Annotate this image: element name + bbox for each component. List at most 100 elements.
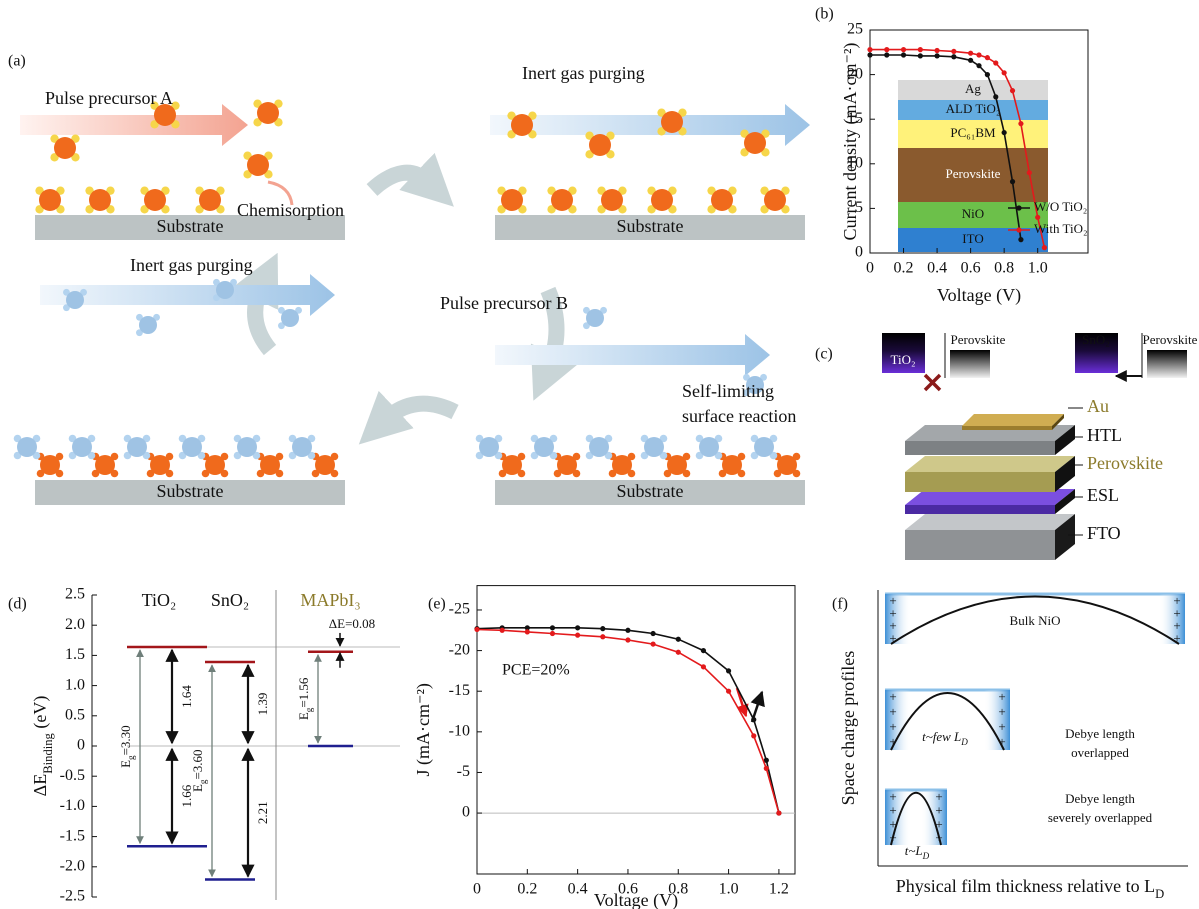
molecule bbox=[234, 435, 261, 460]
point bbox=[550, 631, 555, 636]
cycle-arrow bbox=[385, 404, 455, 420]
slab-front bbox=[905, 441, 1055, 455]
profile-label: severely overlapped bbox=[1048, 810, 1153, 825]
molecule bbox=[696, 435, 723, 460]
panel-label: (b) bbox=[815, 6, 834, 23]
layer-label: NiO bbox=[962, 206, 984, 221]
atom bbox=[764, 189, 786, 211]
atom bbox=[199, 189, 221, 211]
flow-arrow bbox=[495, 334, 770, 376]
offset-label: 2.21 bbox=[255, 801, 270, 824]
slab-front bbox=[905, 530, 1055, 560]
y-tick-label: -15 bbox=[449, 682, 470, 699]
y-tick-label: -10 bbox=[449, 723, 470, 740]
atom bbox=[40, 455, 60, 475]
atom bbox=[661, 111, 683, 133]
y-axis-label: ΔEBinding (eV) bbox=[30, 696, 55, 797]
point bbox=[867, 52, 872, 57]
molecule bbox=[124, 435, 151, 460]
panel-label: (e) bbox=[428, 596, 446, 613]
y-axis-label: J (mA·cm⁻²) bbox=[413, 683, 434, 776]
edge bbox=[984, 690, 1010, 750]
legend-marker bbox=[1016, 227, 1021, 232]
molecule bbox=[140, 186, 169, 213]
text-part: D bbox=[1155, 887, 1164, 901]
step-label: Self-limiting bbox=[682, 381, 774, 401]
layer-label: HTL bbox=[1087, 425, 1122, 445]
point bbox=[968, 58, 973, 63]
layer-label: Ag bbox=[965, 81, 981, 96]
point bbox=[751, 717, 756, 722]
atom bbox=[551, 189, 573, 211]
slab-front bbox=[905, 505, 1055, 514]
y-tick-label: 1.0 bbox=[65, 676, 85, 693]
material-name: TiO₂ bbox=[142, 590, 177, 610]
molecule bbox=[195, 186, 224, 213]
point bbox=[901, 47, 906, 52]
point bbox=[1018, 121, 1023, 126]
y-tick-label: -2.0 bbox=[60, 857, 85, 874]
y-tick-label: 0 bbox=[462, 804, 470, 821]
y-tick-label: 25 bbox=[847, 21, 863, 38]
offset-label: 1.64 bbox=[179, 685, 194, 708]
legend-label: With TiO₂ bbox=[1034, 221, 1088, 236]
profile-label: overlapped bbox=[1071, 745, 1129, 760]
atom bbox=[257, 102, 279, 124]
molecule bbox=[497, 186, 526, 213]
layer-label: ESL bbox=[1087, 485, 1119, 505]
series-line bbox=[477, 630, 779, 814]
pvk-label: Perovskite bbox=[1143, 332, 1198, 347]
molecule bbox=[257, 453, 284, 478]
atom bbox=[292, 437, 312, 457]
text-part: (eV) bbox=[30, 696, 51, 733]
atom bbox=[479, 437, 499, 457]
molecule bbox=[63, 289, 87, 311]
material-name: MAPbI₃ bbox=[300, 590, 360, 610]
point bbox=[751, 733, 756, 738]
charge: + bbox=[998, 689, 1005, 704]
point bbox=[500, 628, 505, 633]
point bbox=[934, 48, 939, 53]
layer-label: Perovskite bbox=[946, 166, 1001, 181]
legend-label: W/O TiO₂ bbox=[1034, 199, 1087, 214]
point bbox=[1035, 215, 1040, 220]
charge: + bbox=[889, 789, 896, 804]
atom bbox=[247, 154, 269, 176]
charge: + bbox=[998, 719, 1005, 734]
layer-label: Au bbox=[1087, 396, 1109, 416]
molecule bbox=[476, 435, 503, 460]
point bbox=[976, 63, 981, 68]
x-tick-label: 0.8 bbox=[994, 260, 1014, 277]
molecule bbox=[597, 186, 626, 213]
panel-label: (a) bbox=[8, 53, 26, 70]
y-tick-label: -5 bbox=[457, 763, 470, 780]
pvk-box bbox=[950, 350, 990, 378]
point bbox=[676, 650, 681, 655]
step-label: Inert gas purging bbox=[130, 255, 253, 275]
cycle-arrow bbox=[372, 173, 428, 190]
atom bbox=[281, 309, 299, 327]
molecule bbox=[664, 453, 691, 478]
charge: + bbox=[889, 689, 896, 704]
gap-label: Eg=3.60 bbox=[190, 749, 208, 792]
point bbox=[525, 629, 530, 634]
molecule bbox=[69, 435, 96, 460]
point bbox=[1042, 245, 1047, 250]
atom bbox=[182, 437, 202, 457]
molecule bbox=[583, 307, 607, 329]
molecule bbox=[760, 186, 789, 213]
profile-label: Debye length bbox=[1065, 791, 1135, 806]
atom bbox=[95, 455, 115, 475]
slab-top bbox=[905, 456, 1075, 472]
substrate-label: Substrate bbox=[157, 481, 224, 501]
text-part: E bbox=[296, 712, 311, 720]
figure: (a)(b)(c)(d)(e)(f)SubstrateSubstrateSubs… bbox=[0, 0, 1199, 909]
charge: + bbox=[935, 789, 942, 804]
molecule bbox=[312, 453, 339, 478]
point bbox=[993, 60, 998, 65]
offset-label: 1.39 bbox=[255, 693, 270, 716]
point bbox=[764, 766, 769, 771]
atom bbox=[612, 455, 632, 475]
atom bbox=[534, 437, 554, 457]
y-tick-label: -0.5 bbox=[60, 767, 85, 784]
